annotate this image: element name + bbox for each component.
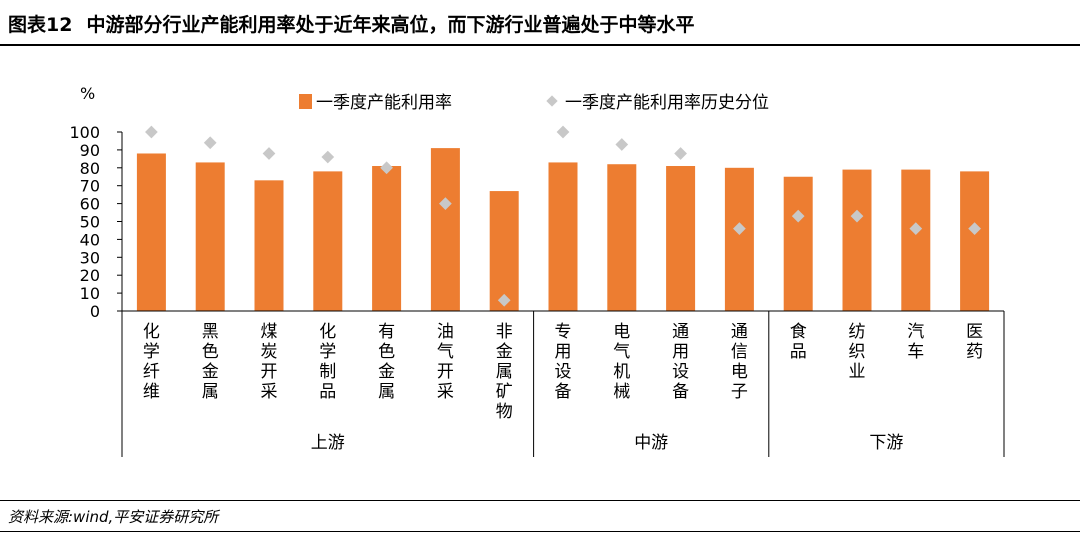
legend-marker-swatch (546, 95, 558, 107)
x-axis: 化学纤维 黑色金属 煤炭开采 化学制品 有色金属 油气开采 非金属矿物 专用设备 电气机械 通用设… (121, 310, 1005, 457)
y-tick-label: 80 (80, 159, 100, 178)
y-tick-label: 30 (80, 248, 100, 267)
x-category-label: 专用设备 (555, 322, 572, 402)
x-category-label: 非金属矿物 (496, 322, 513, 422)
x-category-label: 化学纤维 (143, 322, 160, 402)
source-note: 资料来源:wind,平安证券研究所 (8, 508, 219, 526)
bar (548, 162, 578, 311)
bar (195, 162, 225, 311)
group-label: 下游 (869, 433, 903, 453)
y-tick-label: 10 (80, 284, 100, 303)
x-category-label: 纺织业 (849, 322, 866, 382)
history-percentile-marker (380, 161, 393, 175)
bar (313, 171, 343, 311)
history-percentile-marker (556, 125, 570, 139)
x-category-label: 黑色金属 (202, 322, 219, 402)
legend-bar-swatch (299, 94, 312, 109)
x-category-label: 油气开采 (437, 322, 454, 402)
x-category-label: 电气机械 (613, 322, 630, 402)
bar (842, 169, 872, 311)
y-tick-label: 70 (80, 177, 100, 196)
bar (254, 180, 284, 311)
x-category-label: 通信电子 (731, 322, 748, 402)
history-percentile-marker (615, 138, 629, 151)
x-category-label: 食品 (790, 322, 807, 362)
bar (960, 171, 990, 311)
history-percentile-marker (321, 150, 335, 164)
legend-marker-label: 一季度产能利用率历史分位 (565, 93, 769, 113)
y-tick-label: 50 (80, 213, 100, 232)
y-tick-label: 100 (69, 123, 100, 142)
legend-bar-label: 一季度产能利用率 (316, 93, 452, 113)
bar (783, 176, 813, 311)
history-percentile-marker (497, 293, 511, 307)
bar-series (136, 148, 990, 311)
y-tick-label: 20 (80, 266, 100, 285)
x-category-label: 煤炭开采 (261, 322, 278, 402)
x-category-label: 医药 (966, 322, 983, 362)
figure-title: 图表12 中游部分行业产能利用率处于近年来高位，而下游行业普遍处于中等水平 (8, 10, 694, 37)
bar (136, 153, 166, 311)
x-category-label: 汽车 (907, 322, 924, 362)
bar (607, 164, 637, 311)
group-label: 上游 (311, 433, 345, 453)
y-tick-label: 0 (90, 302, 100, 321)
x-category-label: 通用设备 (672, 322, 689, 402)
figure-header: 图表12 中游部分行业产能利用率处于近年来高位，而下游行业普遍处于中等水平 (0, 0, 1080, 46)
history-percentile-marker (439, 197, 452, 210)
history-percentile-marker (262, 147, 276, 160)
bar (724, 167, 754, 311)
bar (372, 166, 402, 311)
x-category-label: 有色金属 (378, 322, 395, 402)
y-axis-unit: % (80, 84, 95, 103)
y-tick-label: 40 (80, 230, 100, 249)
bar (901, 169, 931, 311)
bar (666, 166, 696, 311)
history-percentile-marker (674, 147, 687, 160)
figure-number: 图表12 (8, 14, 73, 36)
legend: 一季度产能利用率 一季度产能利用率历史分位 (299, 93, 769, 113)
x-category-label: 化学制品 (319, 322, 336, 402)
y-tick-label: 90 (80, 141, 100, 160)
chart: % 一季度产能利用率 一季度产能利用率历史分位 0102030405060708… (69, 84, 1005, 457)
history-percentile-marker (203, 136, 217, 150)
bar (489, 191, 519, 311)
history-percentile-marker (145, 125, 158, 139)
group-label: 中游 (634, 433, 668, 453)
figure-title-text: 中游部分行业产能利用率处于近年来高位，而下游行业普遍处于中等水平 (86, 14, 695, 36)
y-tick-label: 60 (80, 195, 100, 214)
bar (430, 148, 460, 311)
figure-footer: 资料来源:wind,平安证券研究所 (0, 500, 1080, 532)
